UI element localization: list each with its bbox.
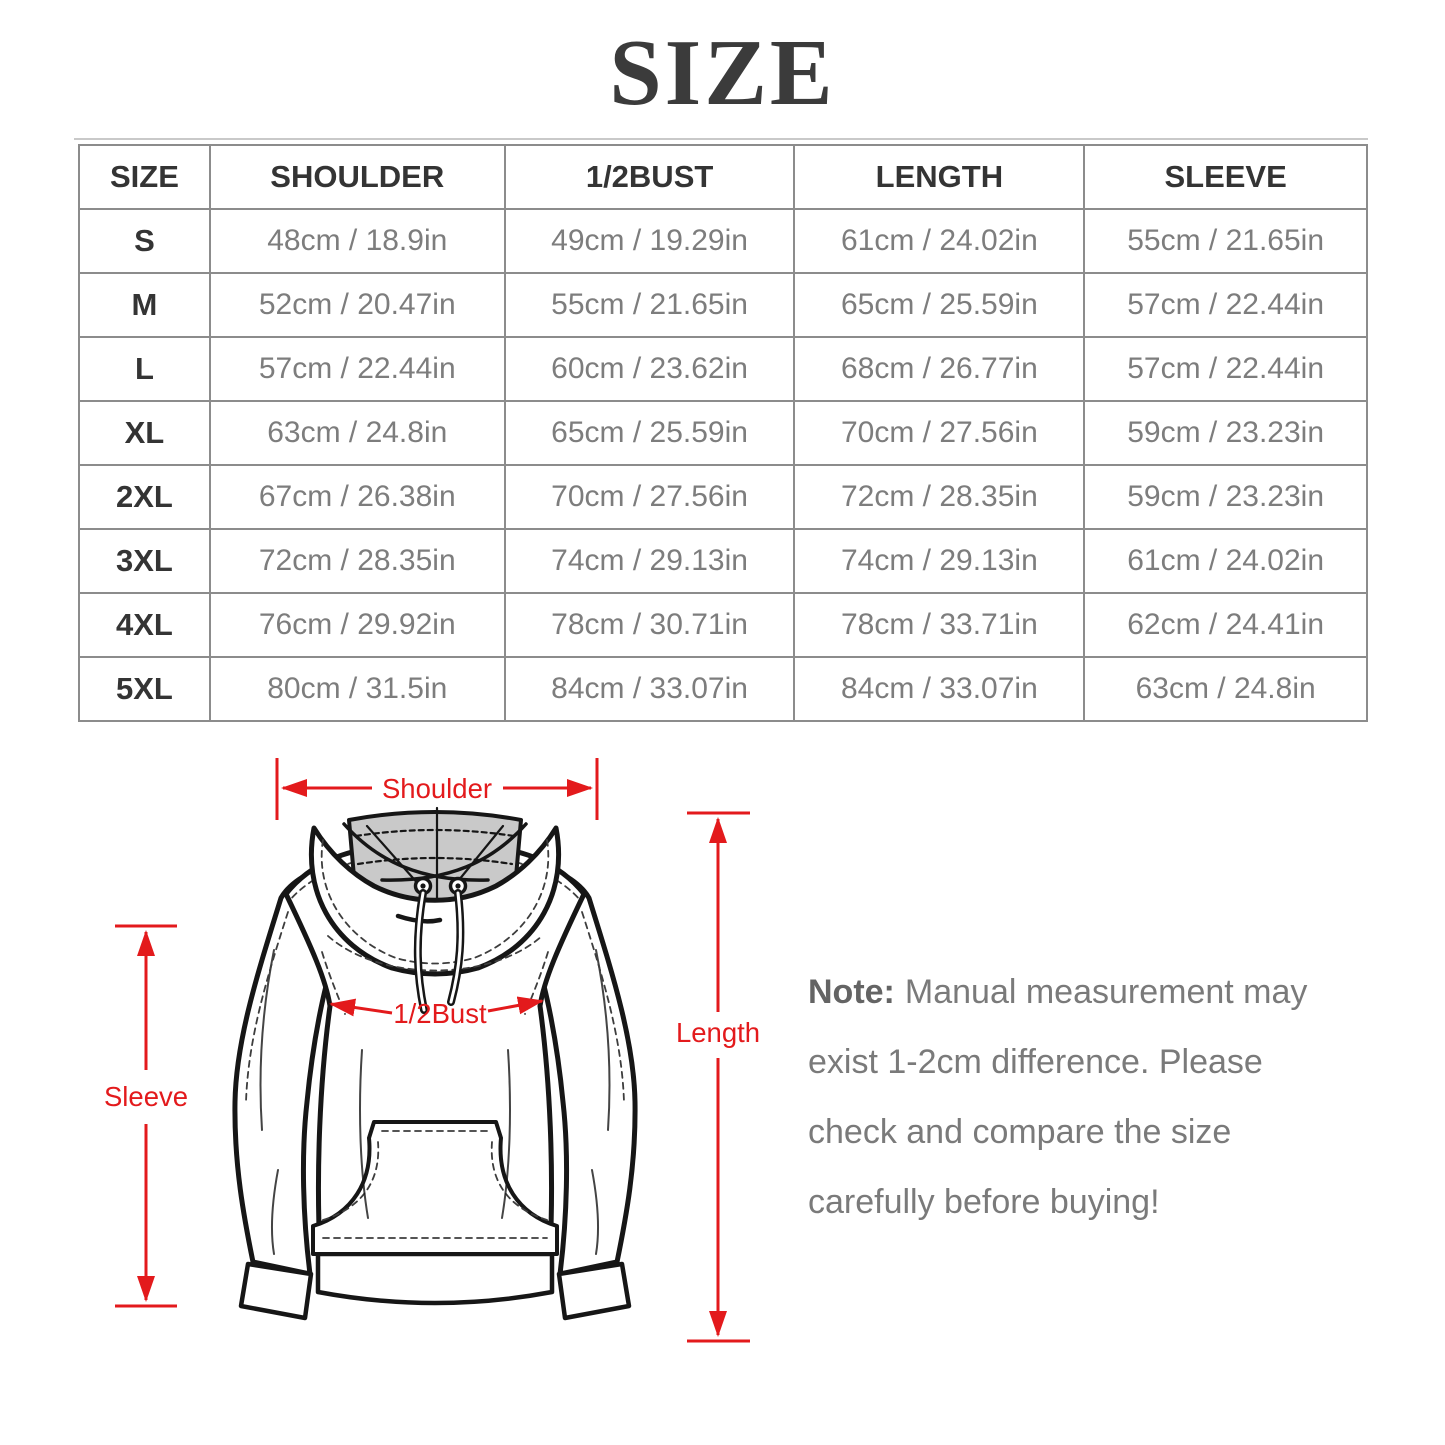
halfbust-value: 65cm / 25.59in: [503, 400, 796, 466]
table-row-m: M 52cm / 20.47in 55cm / 21.65in 65cm / 2…: [78, 272, 1368, 338]
size-label: 2XL: [78, 464, 211, 530]
size-label: 4XL: [78, 592, 211, 658]
table-row-s: S 48cm / 18.9in 49cm / 19.29in 61cm / 24…: [78, 208, 1368, 274]
note-label: Note:: [808, 973, 895, 1011]
hood-interior-seams: [354, 806, 516, 917]
shoulder-measure-arrow: Shoulder: [275, 758, 599, 820]
hoodie-left-cuff: [238, 1261, 314, 1321]
sleeve-value: 59cm / 23.23in: [1083, 400, 1368, 466]
note-line-4: carefully before buying!: [808, 1183, 1160, 1221]
note-line-2: exist 1-2cm difference. Please: [808, 1043, 1263, 1081]
size-label: 5XL: [78, 656, 211, 722]
length-value: 72cm / 28.35in: [793, 464, 1086, 530]
sleeve-value: 55cm / 21.65in: [1083, 208, 1368, 274]
col-header-halfbust: 1/2BUST: [503, 144, 796, 210]
shoulder-value: 63cm / 24.8in: [208, 400, 506, 466]
sleeve-measure-arrow: Sleeve: [104, 924, 188, 1308]
note-text: Note: Manual measurement may exist 1-2cm …: [808, 957, 1308, 1237]
length-value: 74cm / 29.13in: [793, 528, 1086, 594]
shoulder-value: 67cm / 26.38in: [208, 464, 506, 530]
table-row-l: L 57cm / 22.44in 60cm / 23.62in 68cm / 2…: [78, 336, 1368, 402]
hood-collar: [308, 825, 562, 977]
size-label: L: [78, 336, 211, 402]
shoulder-value: 80cm / 31.5in: [208, 656, 506, 722]
pocket-stitching: [322, 1130, 548, 1239]
size-table: SIZE SHOULDER 1/2BUST LENGTH SLEEVE S 48…: [78, 144, 1368, 722]
half-bust-measure-arrow: 1/2Bust: [329, 996, 544, 1029]
length-measure-label: Length: [676, 1017, 760, 1048]
length-measure-arrow: Length: [676, 811, 760, 1343]
halfbust-value: 55cm / 21.65in: [503, 272, 796, 338]
size-label: XL: [78, 400, 211, 466]
table-top-rule: [74, 138, 1368, 140]
hoodie-right-cuff: [556, 1261, 632, 1321]
table-row-3xl: 3XL 72cm / 28.35in 74cm / 29.13in 74cm /…: [78, 528, 1368, 594]
hoodie-hem-band: [315, 1251, 555, 1306]
sleeve-value: 61cm / 24.02in: [1083, 528, 1368, 594]
table-row-2xl: 2XL 67cm / 26.38in 70cm / 27.56in 72cm /…: [78, 464, 1368, 530]
table-header-row: SIZE SHOULDER 1/2BUST LENGTH SLEEVE: [78, 144, 1368, 210]
table-row-xl: XL 63cm / 24.8in 65cm / 25.59in 70cm / 2…: [78, 400, 1368, 466]
col-header-sleeve: SLEEVE: [1083, 144, 1368, 210]
size-label: S: [78, 208, 211, 274]
halfbust-value: 78cm / 30.71in: [503, 592, 796, 658]
length-value: 65cm / 25.59in: [793, 272, 1086, 338]
sleeve-measure-label: Sleeve: [104, 1081, 188, 1112]
shoulder-measure-label: Shoulder: [382, 773, 492, 804]
note-line-3: check and compare the size: [808, 1113, 1232, 1151]
note-line-1: Note: Manual measurement may: [808, 957, 1308, 1027]
hoodie-measurement-diagram: Shoulder Sleeve Length: [60, 740, 780, 1400]
right-grommet-hole: [455, 883, 461, 889]
shoulder-value: 76cm / 29.92in: [208, 592, 506, 658]
halfbust-value: 60cm / 23.62in: [503, 336, 796, 402]
table-row-5xl: 5XL 80cm / 31.5in 84cm / 33.07in 84cm / …: [78, 656, 1368, 722]
half-bust-measure-label: 1/2Bust: [393, 998, 487, 1029]
col-header-length: LENGTH: [793, 144, 1086, 210]
halfbust-value: 74cm / 29.13in: [503, 528, 796, 594]
hoodie-pocket: [311, 1120, 559, 1256]
length-value: 61cm / 24.02in: [793, 208, 1086, 274]
size-label: 3XL: [78, 528, 211, 594]
length-value: 84cm / 33.07in: [793, 656, 1086, 722]
halfbust-value: 84cm / 33.07in: [503, 656, 796, 722]
hoodie-illustration: [232, 806, 638, 1321]
left-grommet-hole: [420, 883, 426, 889]
length-value: 78cm / 33.71in: [793, 592, 1086, 658]
sleeve-value: 57cm / 22.44in: [1083, 272, 1368, 338]
drawstrings: [413, 889, 465, 1014]
shoulder-value: 52cm / 20.47in: [208, 272, 506, 338]
size-table-body: S 48cm / 18.9in 49cm / 19.29in 61cm / 24…: [78, 208, 1368, 722]
page-title: SIZE: [609, 21, 836, 125]
length-value: 70cm / 27.56in: [793, 400, 1086, 466]
shoulder-value: 48cm / 18.9in: [208, 208, 506, 274]
col-header-shoulder: SHOULDER: [208, 144, 506, 210]
sleeve-value: 63cm / 24.8in: [1083, 656, 1368, 722]
halfbust-value: 49cm / 19.29in: [503, 208, 796, 274]
sleeve-value: 57cm / 22.44in: [1083, 336, 1368, 402]
shoulder-value: 57cm / 22.44in: [208, 336, 506, 402]
fabric-creases: [259, 949, 611, 1255]
shoulder-value: 72cm / 28.35in: [208, 528, 506, 594]
sleeve-value: 62cm / 24.41in: [1083, 592, 1368, 658]
halfbust-value: 70cm / 27.56in: [503, 464, 796, 530]
size-label: M: [78, 272, 211, 338]
length-value: 68cm / 26.77in: [793, 336, 1086, 402]
sleeve-value: 59cm / 23.23in: [1083, 464, 1368, 530]
table-row-4xl: 4XL 76cm / 29.92in 78cm / 30.71in 78cm /…: [78, 592, 1368, 658]
col-header-size: SIZE: [78, 144, 211, 210]
note-line-1-text: Manual measurement may: [904, 973, 1308, 1011]
